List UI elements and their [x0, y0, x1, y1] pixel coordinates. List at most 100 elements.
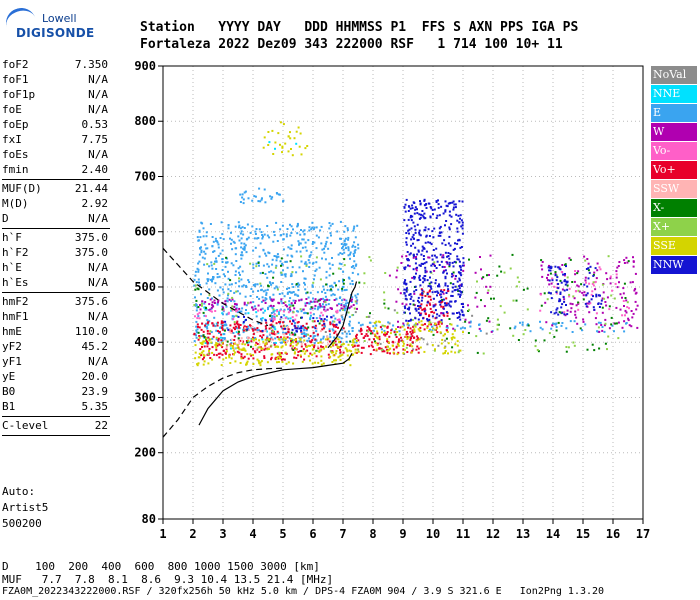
scatter-point [340, 237, 342, 240]
scatter-point [412, 348, 415, 351]
scatter-point [311, 243, 314, 245]
scatter-point [262, 264, 265, 267]
scatter-point [199, 308, 202, 311]
scatter-point [296, 354, 299, 357]
param-key: D [2, 212, 9, 225]
scatter-point [563, 274, 566, 277]
scatter-point [275, 332, 278, 335]
scatter-point [264, 201, 267, 204]
scatter-point [207, 353, 210, 355]
scatter-point [222, 349, 225, 352]
scatter-point [217, 243, 220, 246]
scatter-point [397, 344, 400, 347]
scatter-point [254, 344, 257, 347]
scatter-point [541, 328, 544, 331]
scatter-point [410, 351, 413, 354]
scatter-point [635, 308, 638, 311]
scatter-point [410, 238, 413, 241]
scatter-point [251, 337, 254, 340]
scatter-point [548, 291, 550, 294]
scatter-point [200, 251, 203, 254]
scatter-point [404, 307, 407, 310]
scatter-point [406, 332, 409, 335]
scatter-point [431, 230, 434, 233]
scatter-point [415, 269, 418, 272]
scatter-point [347, 254, 350, 257]
scatter-point [270, 356, 273, 359]
scatter-point [587, 262, 590, 265]
scatter-point [479, 329, 482, 332]
scatter-point [282, 302, 285, 304]
scatter-point [435, 267, 438, 269]
scatter-point [417, 328, 420, 331]
scatter-point [224, 320, 227, 323]
scatter-point [250, 288, 253, 290]
scatter-point [311, 226, 314, 229]
scatter-point [281, 345, 284, 348]
scatter-point [244, 349, 247, 352]
scatter-point [206, 319, 209, 322]
scatter-point [322, 346, 325, 349]
scatter-point [381, 324, 384, 327]
scatter-point [626, 306, 629, 309]
scatter-point [363, 282, 366, 285]
scatter-point [457, 214, 460, 217]
scatter-point [551, 279, 554, 282]
scatter-point [282, 338, 285, 341]
scatter-point [434, 348, 436, 351]
scatter-point [271, 129, 274, 132]
scatter-point [592, 281, 595, 284]
scatter-point [196, 236, 199, 239]
scatter-point [240, 337, 243, 340]
scatter-point [311, 284, 314, 287]
scatter-point [245, 325, 248, 328]
scatter-point [357, 247, 360, 250]
scatter-point [198, 260, 201, 263]
scatter-point [422, 317, 425, 320]
scatter-point [353, 344, 356, 347]
scatter-point [509, 267, 512, 270]
scatter-point [413, 324, 416, 327]
scatter-point [243, 315, 245, 318]
scatter-point [357, 273, 360, 276]
scatter-point [291, 316, 294, 319]
scatter-point [413, 277, 416, 280]
scatter-point [206, 332, 209, 335]
scatter-point [547, 273, 550, 276]
scatter-point [293, 324, 296, 327]
scatter-point [245, 286, 248, 288]
scatter-point [260, 288, 263, 291]
scatter-point [347, 330, 350, 333]
scatter-point [338, 336, 341, 339]
scatter-point [376, 332, 379, 335]
scatter-point [349, 282, 352, 285]
scatter-point [234, 253, 237, 256]
scatter-point [262, 311, 265, 314]
scatter-point [458, 200, 461, 203]
scatter-point [198, 352, 201, 355]
scatter-point [579, 327, 582, 330]
scatter-point [565, 350, 568, 353]
scatter-point [598, 306, 601, 308]
scatter-point [271, 325, 274, 328]
scatter-point [197, 315, 200, 318]
scatter-point [376, 330, 379, 333]
scatter-point [496, 274, 499, 277]
auto-label: Auto: [2, 485, 36, 498]
scatter-point [300, 336, 303, 339]
scatter-point [242, 347, 245, 350]
scatter-point [290, 232, 293, 234]
param-separator [2, 228, 110, 229]
scatter-point [572, 295, 575, 298]
scatter-point [423, 328, 426, 331]
scatter-point [286, 287, 288, 290]
scatter-point [273, 342, 276, 344]
scatter-point [306, 349, 309, 352]
scatter-point [297, 126, 300, 129]
scatter-point [231, 345, 234, 347]
scatter-point [219, 352, 222, 355]
scatter-point [591, 282, 594, 285]
scatter-point [452, 336, 455, 339]
scatter-point [356, 299, 359, 302]
scatter-point [450, 300, 453, 303]
